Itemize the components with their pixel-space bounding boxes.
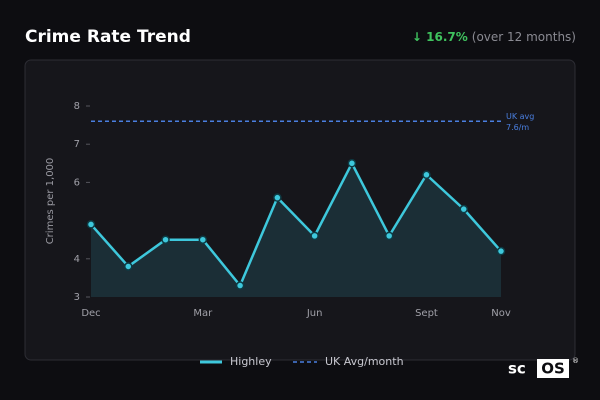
reference-label: 7.6/m	[506, 123, 529, 132]
point	[161, 235, 170, 244]
x-tick-label: Jun	[306, 308, 323, 319]
plot: 3 4 6 7 8 Dec Mar Jun Sept Nov UK avg 7.6/m Highley U…	[74, 101, 535, 368]
point	[310, 231, 319, 241]
y-tick-label: 8	[74, 101, 80, 112]
logo-box	[537, 359, 569, 378]
area	[91, 163, 501, 297]
line	[90, 162, 502, 287]
x-tick-label: Nov	[491, 308, 511, 319]
y-tick-label: 4	[74, 254, 80, 265]
logo-boxed: OS	[541, 360, 565, 378]
point	[384, 231, 394, 241]
point	[459, 204, 468, 214]
point	[347, 159, 357, 168]
x-tick-label: Dec	[81, 308, 100, 319]
x-tick-label: Mar	[193, 308, 213, 319]
point	[422, 170, 431, 180]
legend-label: Highley	[230, 355, 272, 368]
x-tick-label: Sept	[415, 308, 438, 319]
reference-label: UK avg	[506, 112, 534, 121]
y-tick-label: 6	[74, 177, 80, 188]
point	[235, 281, 245, 290]
point	[124, 262, 133, 271]
legend-label: UK Avg/month	[325, 355, 404, 368]
y-tick-label: 7	[74, 139, 80, 150]
change-summary: ↓ 16.7% (over 12 months)	[412, 30, 576, 44]
change-note: (over 12 months)	[472, 30, 576, 44]
y-tick-label: 3	[74, 292, 80, 303]
page-title: Crime Rate Trend	[25, 27, 191, 47]
point	[198, 235, 208, 244]
chart-card	[24, 59, 576, 361]
point	[86, 220, 96, 229]
point	[496, 246, 506, 256]
change-value: ↓ 16.7%	[412, 30, 468, 44]
y-axis-label: Crimes per 1,000	[45, 158, 56, 245]
logo-prefix: sc	[508, 360, 526, 378]
logo-mark: ®	[572, 357, 579, 365]
point	[273, 193, 282, 202]
